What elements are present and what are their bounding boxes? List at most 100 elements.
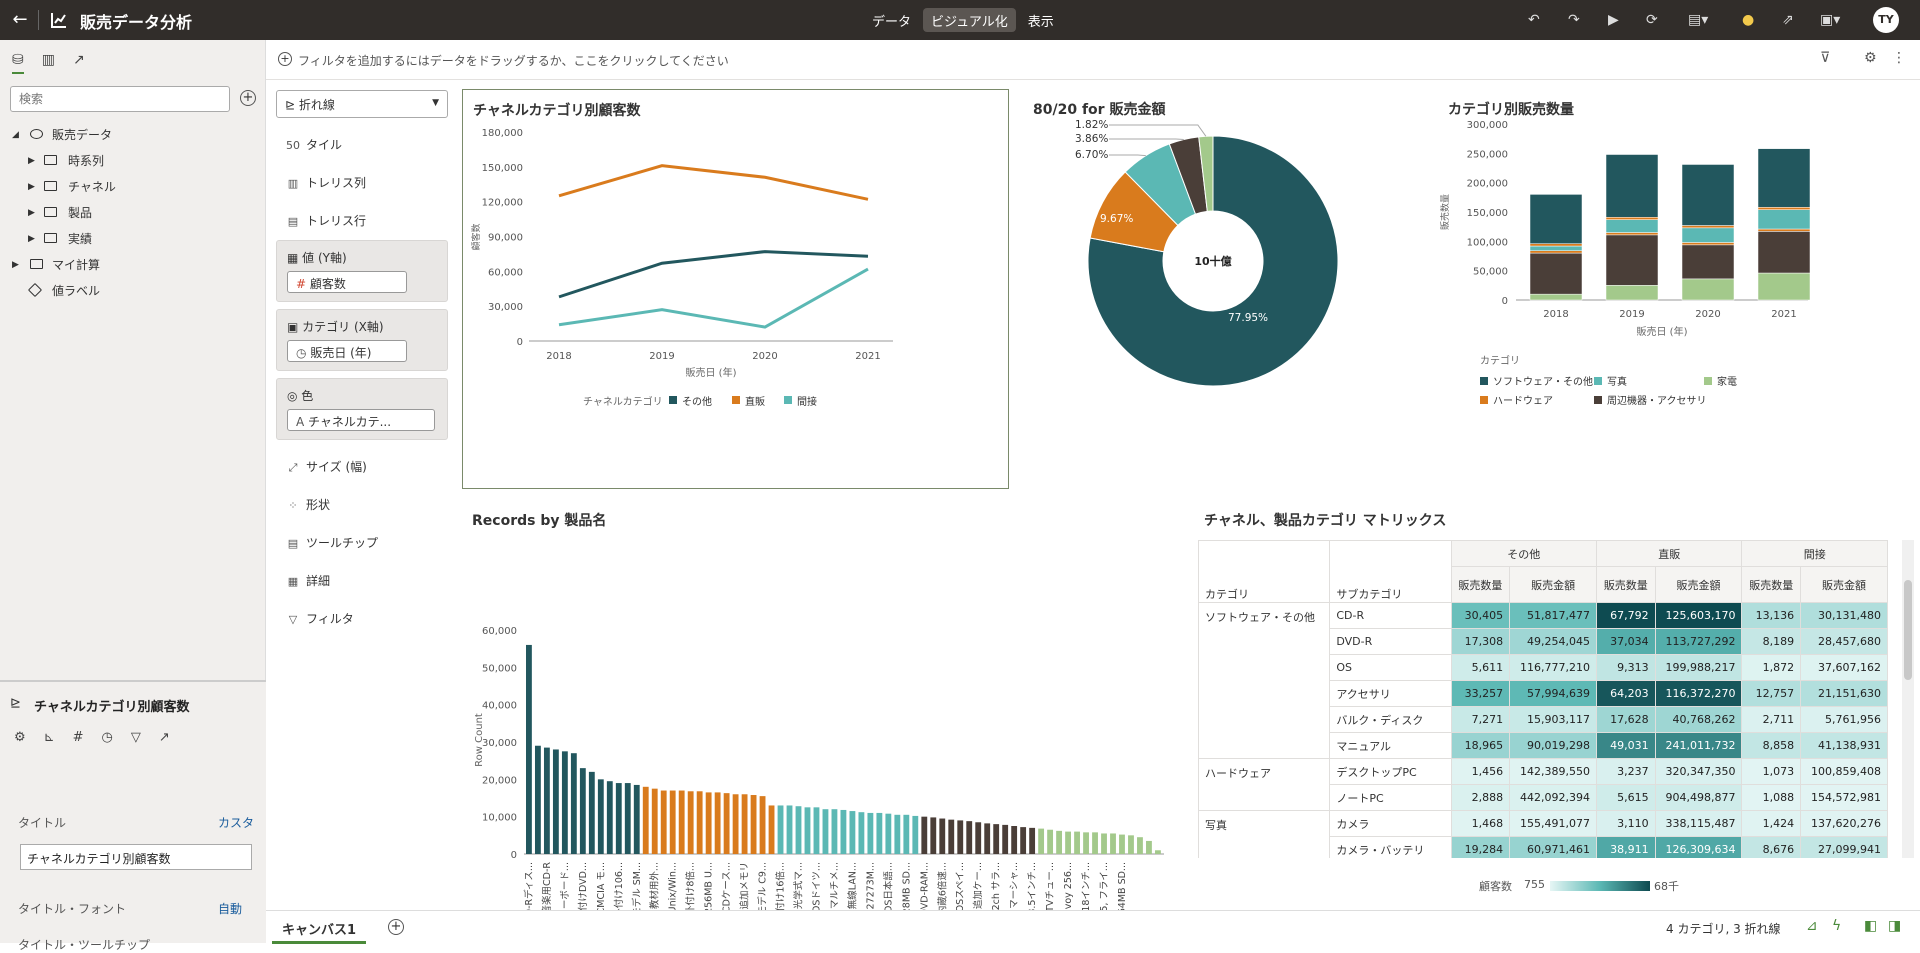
value-cell[interactable]: 15,903,117 <box>1510 707 1597 733</box>
value-cell[interactable]: 442,092,394 <box>1510 785 1597 811</box>
series-line[interactable] <box>559 269 868 327</box>
grammar-detail[interactable]: ▦詳細 <box>286 572 330 589</box>
value-cell[interactable]: 1,456 <box>1451 759 1510 785</box>
value-cell[interactable]: 137,620,276 <box>1801 811 1888 837</box>
bar-segment[interactable] <box>1758 210 1810 229</box>
bar-segment[interactable] <box>1758 229 1810 231</box>
bar[interactable] <box>598 779 604 854</box>
prop-title-value[interactable]: カスタ <box>218 814 254 831</box>
workbook-title[interactable]: 販売データ分析 <box>80 9 192 33</box>
bar[interactable] <box>823 809 829 854</box>
legend-label[interactable]: 直販 <box>745 395 765 408</box>
value-cell[interactable]: 37,034 <box>1597 629 1656 655</box>
color-pill[interactable]: A チャネルカテ... <box>287 409 435 431</box>
tree-item-product[interactable]: ▶ 製品 <box>10 200 260 226</box>
value-cell[interactable]: 37,607,162 <box>1801 655 1888 681</box>
bar[interactable] <box>670 791 676 854</box>
values-y-axis-box[interactable]: ▦ 値 (Y軸) # 顧客数 <box>276 240 448 302</box>
grammar-size[interactable]: ⤢サイズ (幅) <box>286 458 367 475</box>
value-cell[interactable]: 338,115,487 <box>1655 811 1742 837</box>
value-cell[interactable]: 67,792 <box>1597 603 1656 629</box>
general-tab-icon[interactable]: ⚙ <box>14 730 26 745</box>
bar[interactable] <box>993 824 999 854</box>
layout-left-icon[interactable]: ◧ <box>1864 918 1877 934</box>
bar[interactable] <box>733 794 739 854</box>
axis-tab-icon[interactable]: ⊾ <box>44 730 55 745</box>
avatar[interactable]: TY <box>1873 7 1899 33</box>
bar[interactable] <box>841 810 847 854</box>
bar-segment[interactable] <box>1682 228 1734 243</box>
title-input[interactable]: チャネルカテゴリ別顧客数 <box>20 844 252 870</box>
value-cell[interactable]: 154,572,981 <box>1801 785 1888 811</box>
legend-label[interactable]: 写真 <box>1607 375 1627 388</box>
more-menu-icon[interactable]: ⋮ <box>1892 50 1906 66</box>
value-cell[interactable]: 64,203 <box>1597 681 1656 707</box>
value-cell[interactable]: 19,284 <box>1451 837 1510 859</box>
add-filter-icon[interactable]: + <box>278 52 292 66</box>
bar[interactable] <box>885 814 891 854</box>
bar-segment[interactable] <box>1758 149 1810 208</box>
value-cell[interactable]: 51,817,477 <box>1510 603 1597 629</box>
series-line[interactable] <box>559 166 868 200</box>
bar-segment[interactable] <box>1758 273 1810 300</box>
bar-segment[interactable] <box>1606 155 1658 218</box>
bar[interactable] <box>616 783 622 854</box>
value-cell[interactable]: 1,424 <box>1742 811 1801 837</box>
value-cell[interactable]: 5,761,956 <box>1801 707 1888 733</box>
value-cell[interactable]: 3,110 <box>1597 811 1656 837</box>
add-data-button[interactable]: + <box>240 90 256 106</box>
bar[interactable] <box>688 791 694 854</box>
bar[interactable] <box>589 772 595 854</box>
value-cell[interactable]: 30,405 <box>1451 603 1510 629</box>
bar[interactable] <box>571 753 577 854</box>
bar[interactable] <box>1155 850 1161 854</box>
value-cell[interactable]: 40,768,262 <box>1655 707 1742 733</box>
bar[interactable] <box>1146 841 1152 854</box>
tree-item-my-calculations[interactable]: ▶ マイ計算 <box>10 252 260 278</box>
value-cell[interactable]: 116,372,270 <box>1655 681 1742 707</box>
bar[interactable] <box>580 768 586 854</box>
filter-tab-icon[interactable]: ▽ <box>131 730 141 745</box>
bar[interactable] <box>1038 829 1044 854</box>
value-cell[interactable]: 49,254,045 <box>1510 629 1597 655</box>
redo-icon[interactable]: ↷ <box>1568 10 1580 30</box>
dimension-pill[interactable]: ◷ 販売日 (年) <box>287 340 407 362</box>
value-cell[interactable]: 125,603,170 <box>1655 603 1742 629</box>
value-cell[interactable]: 320,347,350 <box>1655 759 1742 785</box>
bar[interactable] <box>706 792 712 854</box>
grammar-filter[interactable]: ▽フィルタ <box>286 610 354 627</box>
bar-segment[interactable] <box>1530 253 1582 294</box>
legend-label[interactable]: ソフトウェア・その他 <box>1493 375 1593 388</box>
bar-segment[interactable] <box>1530 251 1582 253</box>
bar-segment[interactable] <box>1530 194 1582 243</box>
bar[interactable] <box>652 789 658 854</box>
bar[interactable] <box>930 817 936 854</box>
bar-segment[interactable] <box>1758 207 1810 209</box>
chevron-down-icon[interactable]: ◢ <box>12 122 19 148</box>
bar[interactable] <box>535 746 541 854</box>
bar-segment[interactable] <box>1606 235 1658 285</box>
bar[interactable] <box>867 813 873 854</box>
bar[interactable] <box>526 645 532 854</box>
legend-label[interactable]: 家電 <box>1717 375 1737 388</box>
bar[interactable] <box>607 781 613 854</box>
value-cell[interactable]: 2,888 <box>1451 785 1510 811</box>
tree-item-value-labels[interactable]: 値ラベル <box>10 278 260 304</box>
bar-segment[interactable] <box>1682 243 1734 245</box>
bar[interactable] <box>679 791 685 854</box>
matrix-scrollbar[interactable] <box>1902 540 1914 858</box>
bar-segment[interactable] <box>1530 244 1582 246</box>
value-cell[interactable]: 241,011,732 <box>1655 733 1742 759</box>
bar-segment[interactable] <box>1530 246 1582 251</box>
search-input[interactable] <box>10 86 230 112</box>
tab-visualize[interactable]: ビジュアル化 <box>923 8 1016 32</box>
tab-present[interactable]: 表示 <box>1020 8 1062 32</box>
value-cell[interactable]: 27,099,941 <box>1801 837 1888 859</box>
grammar-shape[interactable]: ⁘形状 <box>286 496 330 513</box>
chevron-right-icon[interactable]: ▶ <box>12 252 19 278</box>
bar[interactable] <box>769 805 775 854</box>
visualizations-tab-icon[interactable]: ▥ <box>42 52 55 74</box>
value-cell[interactable]: 1,073 <box>1742 759 1801 785</box>
value-cell[interactable]: 30,131,480 <box>1801 603 1888 629</box>
category-x-axis-box[interactable]: ▣ カテゴリ (X軸) ◷ 販売日 (年) <box>276 309 448 371</box>
